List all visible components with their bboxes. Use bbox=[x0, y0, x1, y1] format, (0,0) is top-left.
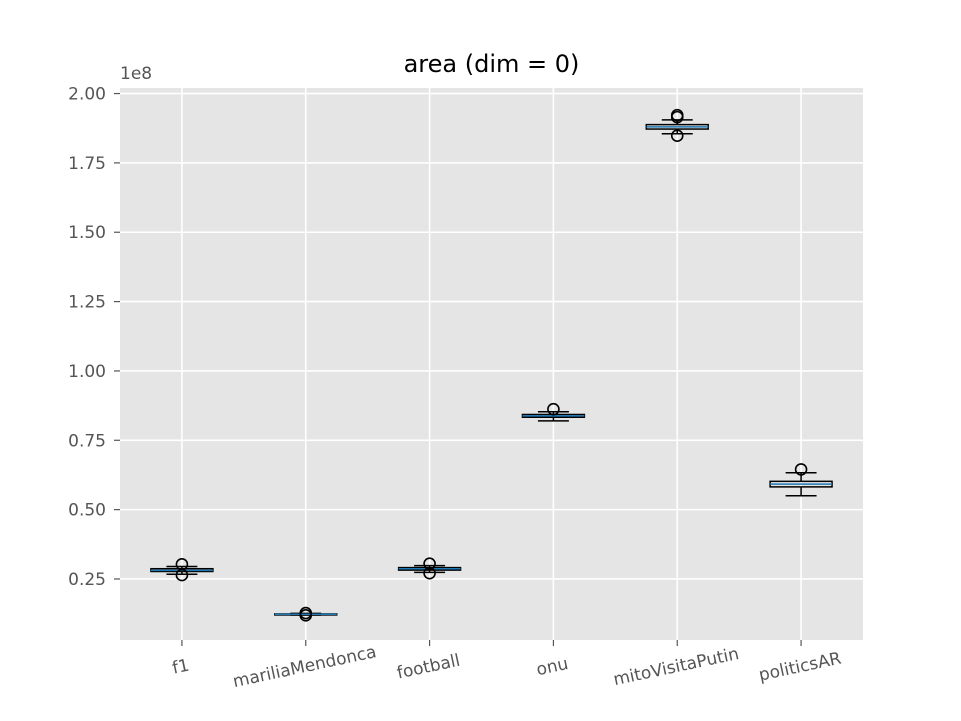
boxes bbox=[150, 108, 833, 622]
flier-point bbox=[794, 463, 808, 476]
y-tick-label: 0.75 bbox=[68, 431, 106, 451]
y-offset-label: 1e8 bbox=[120, 64, 152, 84]
box-onu bbox=[521, 402, 586, 422]
flier-point bbox=[670, 129, 684, 143]
x-tick-label: football bbox=[395, 651, 462, 684]
box-f1 bbox=[150, 557, 214, 582]
flier-point bbox=[423, 557, 436, 571]
flier-point bbox=[670, 110, 684, 124]
x-tick-label: mariliaMendonca bbox=[231, 642, 378, 692]
y-tick-label: 2.00 bbox=[68, 85, 106, 105]
y-tick-label: 1.25 bbox=[68, 293, 106, 313]
x-tick-label: politicsAR bbox=[757, 649, 843, 686]
chart-title: area (dim = 0) bbox=[404, 50, 580, 78]
y-tick-label: 0.25 bbox=[68, 570, 106, 590]
y-tick-label: 1.75 bbox=[68, 154, 106, 174]
x-tick-label: f1 bbox=[171, 656, 192, 679]
y-tick-label: 1.00 bbox=[68, 362, 106, 382]
grid-lines bbox=[120, 88, 863, 640]
x-tick-label: mitoVisitaPutin bbox=[612, 644, 741, 690]
flier-point bbox=[299, 609, 313, 622]
x-tick-label: onu bbox=[535, 654, 570, 680]
flier-point bbox=[423, 566, 436, 580]
y-tick-label: 1.50 bbox=[68, 223, 106, 243]
plot-area bbox=[120, 88, 863, 640]
box-mitoVisitaPutin bbox=[645, 108, 709, 143]
y-tick-label: 0.50 bbox=[68, 501, 106, 521]
flier-point bbox=[547, 402, 560, 416]
box-politicsAR bbox=[769, 463, 833, 497]
flier-point bbox=[175, 568, 189, 582]
box-mariliaMendonca bbox=[274, 606, 338, 622]
box-football bbox=[397, 557, 462, 580]
